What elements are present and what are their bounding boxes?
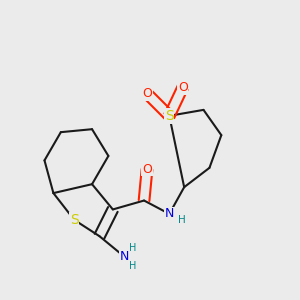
Text: N: N — [120, 250, 129, 263]
Text: O: O — [178, 81, 188, 94]
Text: H: H — [178, 215, 186, 225]
Text: O: O — [142, 163, 152, 176]
Text: S: S — [70, 213, 79, 227]
Text: S: S — [165, 109, 174, 123]
Text: H: H — [129, 243, 137, 253]
Text: O: O — [142, 87, 152, 100]
Text: H: H — [129, 261, 137, 271]
Text: N: N — [165, 207, 174, 220]
